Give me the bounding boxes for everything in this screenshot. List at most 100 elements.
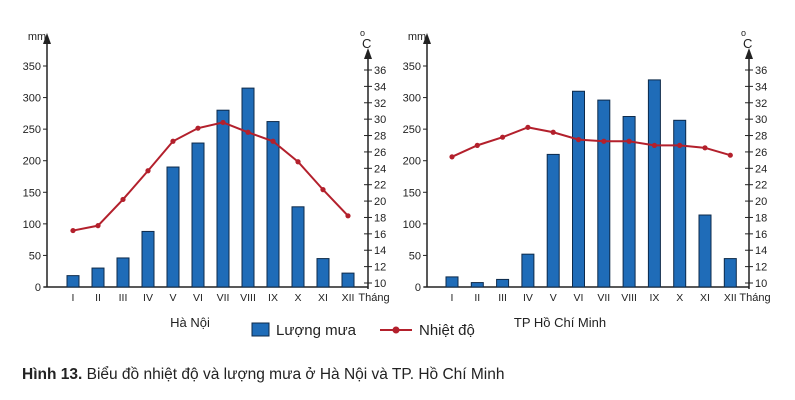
- right-axis-arrow-icon: [364, 48, 372, 59]
- x-tick-label: XI: [318, 292, 328, 304]
- x-tick-label: VIII: [240, 292, 256, 304]
- temperature-line: [451, 126, 731, 158]
- rain-bar: [66, 275, 80, 288]
- temperature-point: [220, 119, 226, 126]
- right-axis-label-unit: C: [362, 36, 371, 51]
- temperature-point: [449, 154, 455, 160]
- x-tick-label: VIII: [621, 292, 637, 304]
- x-tick-label: V: [550, 292, 557, 304]
- left-axis-label: mm: [408, 31, 426, 43]
- right-tick-label: 14: [374, 245, 386, 257]
- temperature-point: [702, 145, 708, 151]
- right-tick-label: 10: [755, 278, 767, 290]
- left-tick-label: 350: [403, 61, 421, 73]
- right-tick-label: 12: [374, 262, 386, 274]
- x-tick-label: IX: [268, 292, 278, 304]
- right-axis-label-degree: o: [360, 28, 365, 38]
- temperature-point: [195, 125, 201, 131]
- rain-bar: [91, 267, 105, 288]
- x-axis-label: Tháng: [739, 292, 770, 304]
- right-tick-label: 18: [755, 212, 767, 224]
- temperature-point: [575, 137, 582, 143]
- right-axis-arrow-icon: [745, 48, 753, 59]
- left-tick-label: 350: [23, 61, 41, 73]
- temperature-point: [727, 152, 733, 158]
- left-axis-label: mm: [28, 31, 46, 43]
- x-tick-label: X: [294, 292, 301, 304]
- right-tick-label: 32: [755, 98, 767, 110]
- x-tick-label: VI: [574, 292, 584, 304]
- temperature-point: [320, 187, 326, 193]
- x-tick-label: II: [474, 292, 480, 304]
- figure-caption: Hình 13. Biểu đồ nhiệt độ và lượng mưa ở…: [22, 366, 504, 384]
- x-tick-label: II: [95, 292, 101, 304]
- temperature-point: [345, 213, 351, 219]
- right-tick-label: 24: [755, 163, 767, 175]
- caption-text: Biểu đồ nhiệt độ và lượng mưa ở Hà Nội v…: [82, 366, 505, 383]
- right-tick-label: 36: [755, 65, 767, 77]
- temperature-line: [72, 121, 349, 232]
- x-tick-label: XII: [342, 292, 355, 304]
- left-axis-arrow-icon: [43, 33, 51, 44]
- legend-temp-marker: [392, 326, 400, 334]
- rain-bar: [698, 214, 712, 288]
- temperature-point: [500, 134, 506, 140]
- right-tick-label: 22: [374, 180, 386, 192]
- x-tick-label: III: [119, 292, 128, 304]
- rain-bar: [723, 258, 737, 288]
- rain-bar: [141, 230, 155, 288]
- temperature-point: [474, 142, 480, 148]
- x-tick-label: I: [451, 292, 454, 304]
- temperature-point: [170, 138, 176, 144]
- temperature-point: [270, 138, 276, 144]
- rain-bar: [116, 257, 130, 288]
- x-tick-label: VI: [193, 292, 203, 304]
- temperature-point: [295, 159, 301, 165]
- right-tick-label: 28: [755, 131, 767, 143]
- left-tick-label: 100: [403, 219, 421, 231]
- temperature-point: [245, 129, 251, 135]
- right-tick-label: 16: [374, 229, 386, 241]
- left-tick-label: 300: [403, 93, 421, 105]
- rain-bar: [241, 87, 255, 288]
- rain-bar: [445, 276, 459, 288]
- temperature-point: [525, 124, 531, 130]
- left-tick-label: 0: [415, 282, 421, 294]
- x-tick-label: XI: [700, 292, 710, 304]
- rain-bar: [546, 153, 560, 288]
- left-tick-label: 200: [403, 156, 421, 168]
- rain-bar: [496, 278, 510, 288]
- rain-bar: [291, 206, 305, 288]
- x-tick-label: V: [169, 292, 176, 304]
- rain-bar: [216, 109, 230, 288]
- x-tick-label: IV: [143, 292, 153, 304]
- right-tick-label: 16: [755, 229, 767, 241]
- right-tick-label: 24: [374, 163, 386, 175]
- temperature-point: [550, 129, 556, 135]
- left-axis-arrow-icon: [423, 33, 431, 44]
- right-tick-label: 22: [755, 180, 767, 192]
- temperature-point: [677, 142, 683, 148]
- right-tick-label: 30: [755, 114, 767, 126]
- x-tick-label: VII: [597, 292, 610, 304]
- right-tick-label: 20: [755, 196, 767, 208]
- temperature-point: [95, 223, 101, 229]
- chart-title: Hà Nội: [170, 315, 210, 330]
- right-tick-label: 12: [755, 262, 767, 274]
- right-tick-label: 28: [374, 131, 386, 143]
- x-tick-label: I: [72, 292, 75, 304]
- temperature-point: [626, 138, 632, 144]
- x-tick-label: VII: [217, 292, 230, 304]
- rain-bar: [341, 272, 355, 288]
- x-tick-label: IX: [649, 292, 659, 304]
- left-tick-label: 150: [23, 187, 41, 199]
- left-tick-label: 0: [35, 282, 41, 294]
- temperature-point: [601, 138, 607, 144]
- right-tick-label: 34: [755, 81, 767, 93]
- left-tick-label: 200: [23, 156, 41, 168]
- right-axis-label-degree: o: [741, 28, 746, 38]
- rain-bar: [470, 282, 484, 288]
- rain-bar: [597, 99, 611, 288]
- right-tick-label: 20: [374, 196, 386, 208]
